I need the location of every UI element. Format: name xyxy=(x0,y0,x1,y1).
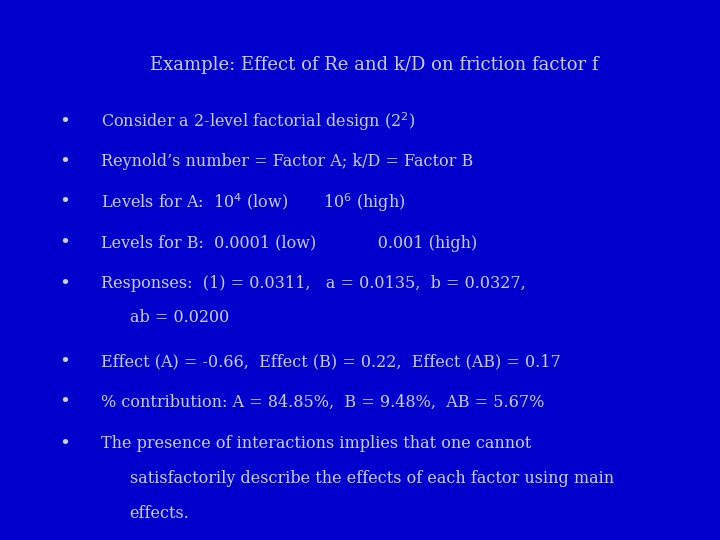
Text: ab = 0.0200: ab = 0.0200 xyxy=(130,309,229,326)
Text: Consider a 2-level factorial design (2$^{2}$): Consider a 2-level factorial design (2$^… xyxy=(101,110,415,133)
Text: Responses:  (1) = 0.0311,   a = 0.0135,  b = 0.0327,: Responses: (1) = 0.0311, a = 0.0135, b =… xyxy=(101,275,526,292)
Text: satisfactorily describe the effects of each factor using main: satisfactorily describe the effects of e… xyxy=(130,470,613,488)
Text: •: • xyxy=(59,193,71,212)
Text: effects.: effects. xyxy=(130,504,189,522)
Text: •: • xyxy=(59,112,71,131)
Text: •: • xyxy=(59,274,71,293)
Text: Effect (A) = -0.66,  Effect (B) = 0.22,  Effect (AB) = 0.17: Effect (A) = -0.66, Effect (B) = 0.22, E… xyxy=(101,353,561,370)
Text: Levels for B:  0.0001 (low)            0.001 (high): Levels for B: 0.0001 (low) 0.001 (high) xyxy=(101,234,477,252)
Text: Example: Effect of Re and k/D on friction factor f: Example: Effect of Re and k/D on frictio… xyxy=(150,56,598,74)
Text: •: • xyxy=(59,393,71,411)
Text: •: • xyxy=(59,153,71,171)
Text: % contribution: A = 84.85%,  B = 9.48%,  AB = 5.67%: % contribution: A = 84.85%, B = 9.48%, A… xyxy=(101,394,544,411)
Text: •: • xyxy=(59,353,71,371)
Text: Reynold’s number = Factor A; k/D = Factor B: Reynold’s number = Factor A; k/D = Facto… xyxy=(101,153,473,171)
Text: Levels for A:  10$^{4}$ (low)       10$^{6}$ (high): Levels for A: 10$^{4}$ (low) 10$^{6}$ (h… xyxy=(101,191,405,214)
Text: •: • xyxy=(59,234,71,252)
Text: The presence of interactions implies that one cannot: The presence of interactions implies tha… xyxy=(101,435,531,453)
Text: •: • xyxy=(59,435,71,453)
